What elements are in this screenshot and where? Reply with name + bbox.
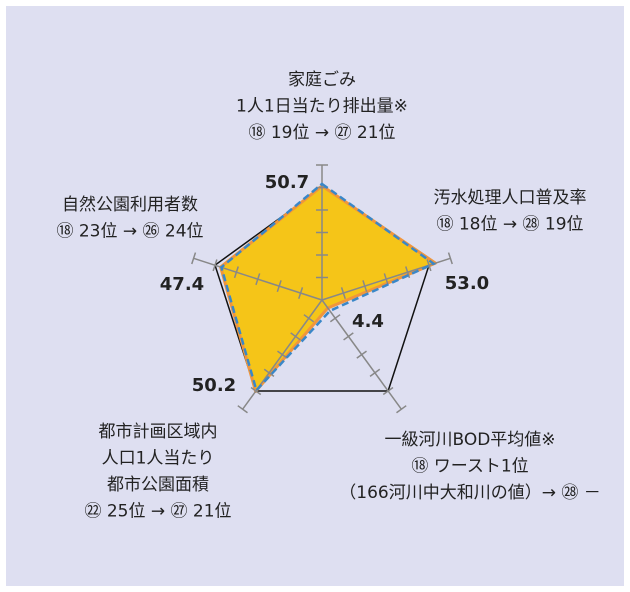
axis-label: 人口1人当たり (102, 449, 215, 469)
tick-mark (340, 287, 346, 299)
line (219, 182, 437, 393)
axis-label: 都市計画区域内 (99, 422, 218, 442)
axis-label: ⑱ 19位 → ㉗ 21位 (248, 123, 395, 143)
axis-label: 自然公園利用者数 (62, 195, 198, 215)
axis-label: 1人1日当たり排出量※ (236, 97, 408, 117)
tick-mark (396, 405, 407, 414)
tick-mark (255, 273, 261, 286)
tick-mark (362, 280, 368, 293)
axis-label: （166河川中大和川の値）→ ㉘ － (339, 483, 601, 503)
axis-label: 汚水処理人口普及率 (434, 188, 587, 208)
tick-mark (303, 314, 315, 323)
axis-label: ⑱ 18位 → ㉘ 19位 (436, 215, 583, 235)
data-label: 50.7 (265, 172, 309, 193)
axis-label: ⑱ ワースト1位 (411, 457, 528, 477)
tick-mark (233, 266, 239, 279)
tick-mark (290, 332, 301, 341)
tick-mark (191, 252, 197, 265)
tick-mark (212, 259, 218, 272)
tick-mark (426, 259, 432, 272)
data-label: 4.4 (352, 311, 384, 332)
tick-mark (382, 386, 394, 396)
tick-mark (298, 287, 304, 299)
tick-mark (237, 405, 248, 414)
axis-label: 家庭ごみ (288, 70, 356, 90)
axis-label: ㉒ 25位 → ㉗ 21位 (84, 502, 231, 522)
tick-mark (276, 280, 282, 293)
tick-mark (369, 368, 381, 377)
tick-mark (383, 273, 389, 286)
axis-label: 都市公園面積 (107, 475, 209, 495)
tick-mark (343, 332, 354, 341)
axis-label: ⑱ 23位 → ㉖ 24位 (56, 222, 203, 242)
axis-label: 一級河川BOD平均値※ (384, 430, 555, 450)
tick-mark (356, 350, 367, 359)
data-label: 50.2 (192, 375, 236, 396)
tick-mark (447, 252, 453, 265)
data-label: 47.4 (160, 274, 204, 295)
data-label: 53.0 (445, 273, 489, 294)
tick-mark (263, 368, 275, 377)
tick-mark (329, 314, 341, 323)
tick-mark (250, 386, 262, 396)
tick-mark (277, 350, 288, 359)
